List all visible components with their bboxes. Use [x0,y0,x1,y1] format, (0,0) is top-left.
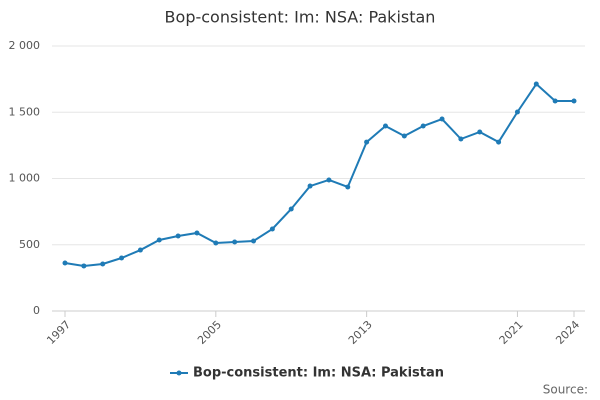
point [496,139,502,145]
point [288,206,294,212]
y-tick-label: 2 000 [9,39,41,52]
x-tick-label: 2024 [553,318,582,347]
point [345,184,351,190]
point [514,109,520,115]
source: Source: [543,383,588,397]
point [232,239,238,245]
point [364,139,370,145]
chart-title: Bop-consistent: Im: NSA: Pakistan [165,8,436,27]
x-tick-label: 2021 [497,318,526,347]
point [571,98,577,104]
point [401,133,407,139]
point [62,260,68,266]
point [269,226,275,232]
y-tick-label: 0 [33,304,40,317]
point [156,237,162,243]
point [137,247,143,253]
point [81,263,87,269]
point [251,238,257,244]
point [533,81,539,87]
legend-label: Bop-consistent: Im: NSA: Pakistan [193,366,444,381]
point [175,233,181,239]
x-tick-label: 2013 [346,318,375,347]
point [477,129,483,135]
y-tick-label: 1 500 [9,105,41,118]
point [382,123,388,129]
y-tick-label: 1 000 [9,172,41,185]
point [194,230,200,236]
x-tick-label: 2005 [195,318,224,347]
point [420,123,426,129]
point [458,136,464,142]
legend-marker [176,370,182,376]
x-tick-label: 1997 [44,318,73,347]
y-tick-label: 500 [19,238,40,251]
point [439,116,445,122]
point [307,183,313,189]
line [64,82,574,267]
point [326,177,332,183]
point [213,240,219,246]
point [119,255,125,261]
point [100,261,106,267]
point [552,98,558,104]
